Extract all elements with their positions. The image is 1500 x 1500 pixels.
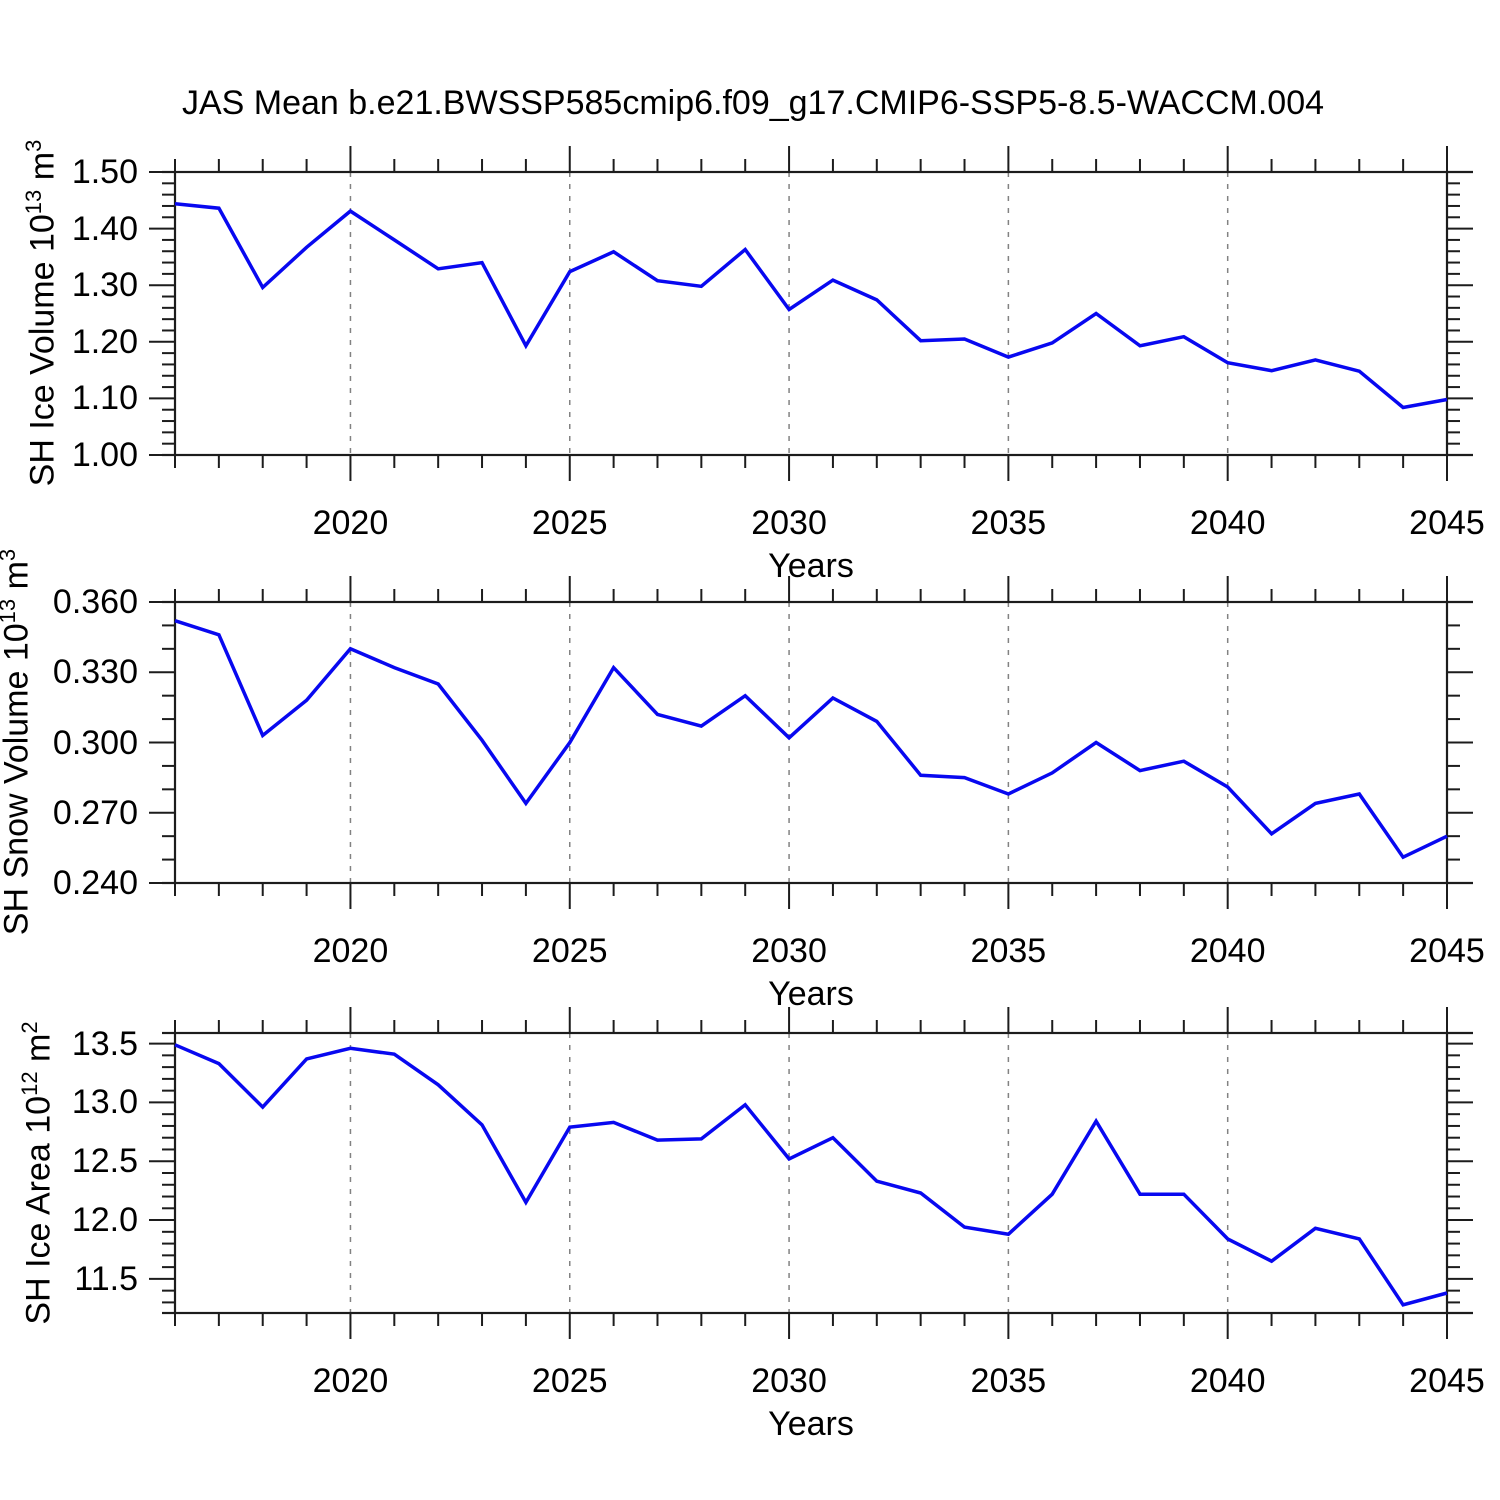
- y-tick-label: 12.0: [71, 1201, 138, 1240]
- x-axis-title-plot-2: Years: [768, 975, 854, 1013]
- x-tick-label: 2045: [1409, 1362, 1485, 1400]
- y-tick-label: 1.10: [71, 379, 138, 418]
- y-tick-label: 12.5: [71, 1142, 138, 1181]
- y-tick-label: 1.20: [71, 322, 138, 361]
- x-axis-title-plot-1: Years: [768, 547, 854, 585]
- x-tick-label: 2040: [1189, 932, 1266, 970]
- x-tick-label: 2035: [970, 932, 1047, 970]
- x-tick-label: 2030: [751, 504, 827, 542]
- x-tick-label: 2025: [531, 932, 608, 970]
- y-tick-label: 1.50: [71, 153, 138, 191]
- y-tick-label: 13.5: [71, 1024, 138, 1063]
- plot-frame: [173, 170, 1449, 457]
- y-tick-label: 0.360: [52, 583, 138, 621]
- y-tick-label: 11.5: [74, 1259, 138, 1298]
- x-tick-label: 2045: [1409, 932, 1485, 970]
- plot-sh-ice-area: [149, 1007, 1473, 1339]
- chart-title: JAS Mean b.e21.BWSSP585cmip6.f09_g17.CMI…: [181, 84, 1325, 122]
- x-tick-label: 2035: [970, 1362, 1047, 1400]
- y-axis-label-exponent: 13: [0, 598, 20, 624]
- y-tick-label: 0.240: [52, 864, 138, 902]
- y-tick-label: 0.300: [52, 723, 138, 762]
- x-tick-label: 2040: [1189, 504, 1266, 542]
- plot-sh-ice-volume: [149, 146, 1473, 481]
- y-axis-label-unit-exponent: 3: [0, 549, 20, 561]
- plot-frame: [173, 1031, 1449, 1315]
- x-tick-label: 2025: [531, 1362, 608, 1400]
- data-line-sh-snow-volume: [174, 619, 1448, 860]
- x-tick-label: 2045: [1409, 504, 1485, 542]
- x-tick-label: 2025: [531, 504, 608, 542]
- x-tick-label: 2030: [751, 1362, 827, 1400]
- y-tick-label: 13.0: [71, 1083, 138, 1122]
- plot-frame: [173, 600, 1449, 885]
- y-tick-label: 1.30: [71, 266, 138, 305]
- x-tick-label: 2020: [312, 1362, 389, 1400]
- x-tick-label: 2020: [312, 932, 389, 970]
- y-tick-label: 1.00: [71, 436, 138, 474]
- plot-sh-snow-volume: [149, 576, 1473, 909]
- y-tick-label: 1.40: [71, 209, 138, 248]
- y-axis-label-unit-exponent: 3: [21, 139, 46, 152]
- x-axis-title-plot-3: Years: [768, 1405, 854, 1443]
- data-line-sh-ice-area: [174, 1043, 1448, 1307]
- x-tick-label: 2035: [970, 504, 1047, 542]
- y-tick-label: 0.270: [52, 793, 138, 832]
- data-line-sh-ice-volume: [174, 201, 1448, 410]
- y-tick-label: 0.330: [52, 653, 138, 692]
- x-tick-label: 2020: [312, 504, 389, 542]
- x-tick-label: 2040: [1189, 1362, 1266, 1400]
- x-tick-label: 2030: [751, 932, 827, 970]
